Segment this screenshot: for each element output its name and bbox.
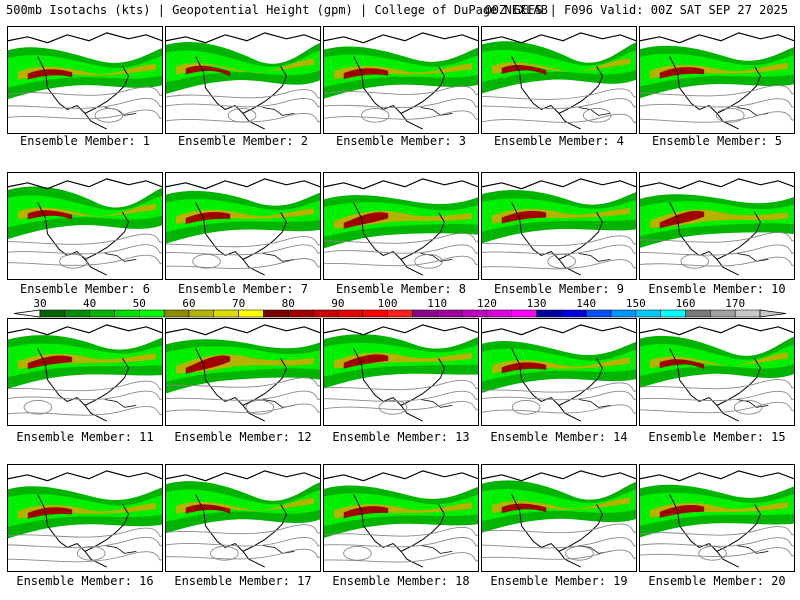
- ensemble-member-label: Ensemble Member: 16: [16, 574, 154, 588]
- colorbar-tick-label: 130: [526, 297, 547, 310]
- ensemble-member-1-map: [7, 26, 163, 134]
- ensemble-member-15-map: [639, 318, 795, 426]
- ensemble-member-8-map: [323, 172, 479, 280]
- ensemble-member-13-map: [323, 318, 479, 426]
- colorbar-tick-label: 50: [132, 297, 146, 310]
- ensemble-member-label: Ensemble Member: 8: [335, 282, 467, 296]
- colorbar-swatch: [39, 309, 66, 318]
- page-header: 500mb Isotachs (kts) | Geopotential Heig…: [6, 3, 796, 19]
- colorbar-swatch: [536, 309, 562, 318]
- colorbar-swatch: [163, 309, 190, 318]
- colorbar-tick-label: 80: [281, 297, 295, 310]
- ensemble-member-label: Ensemble Member: 1: [19, 134, 151, 148]
- colorbar-tick-label: 100: [377, 297, 398, 310]
- ensemble-member-10-map: [639, 172, 795, 280]
- ensemble-member-14-map: [481, 318, 637, 426]
- colorbar-swatch: [312, 309, 339, 318]
- ensemble-member-label: Ensemble Member: 4: [493, 134, 625, 148]
- colorbar-swatch: [238, 309, 264, 318]
- ensemble-member-label: Ensemble Member: 6: [19, 282, 151, 296]
- ensemble-member-label: Ensemble Member: 3: [335, 134, 467, 148]
- colorbar-swatch: [362, 309, 388, 318]
- colorbar-swatch: [710, 309, 736, 318]
- ensemble-member-9-map: [481, 172, 637, 280]
- colorbar-swatch: [139, 309, 165, 318]
- ensemble-member-6-map: [7, 172, 163, 280]
- ensemble-member-2-map: [165, 26, 321, 134]
- colorbar-swatch: [461, 309, 488, 318]
- ensemble-member-label: Ensemble Member: 2: [177, 134, 309, 148]
- ensemble-member-label: Ensemble Member: 15: [648, 430, 786, 444]
- colorbar-swatch: [486, 309, 512, 318]
- ensemble-member-20-map: [639, 464, 795, 572]
- colorbar-swatch: [114, 309, 140, 318]
- colorbar-swatch: [263, 309, 289, 318]
- colorbar-right-arrow: [759, 309, 787, 318]
- ensemble-member-label: Ensemble Member: 17: [174, 574, 312, 588]
- ensemble-member-label: Ensemble Member: 14: [490, 430, 628, 444]
- colorbar-swatch: [685, 309, 711, 318]
- colorbar-tick-label: 40: [83, 297, 97, 310]
- ensemble-member-19-map: [481, 464, 637, 572]
- colorbar-swatch: [610, 309, 637, 318]
- colorbar-swatch: [412, 309, 438, 318]
- colorbar-swatch: [288, 309, 314, 318]
- ensemble-member-label: Ensemble Member: 5: [651, 134, 783, 148]
- colorbar-swatch: [660, 309, 686, 318]
- ensemble-member-12-map: [165, 318, 321, 426]
- colorbar-swatch: [436, 309, 463, 318]
- ensemble-member-7-map: [165, 172, 321, 280]
- colorbar-tick-label: 170: [725, 297, 746, 310]
- ensemble-member-label: Ensemble Member: 7: [177, 282, 309, 296]
- ensemble-member-label: Ensemble Member: 18: [332, 574, 470, 588]
- ensemble-member-label: Ensemble Member: 13: [332, 430, 470, 444]
- colorbar-swatch: [213, 309, 239, 318]
- colorbar-swatch: [585, 309, 612, 318]
- colorbar-swatch: [561, 309, 587, 318]
- header-run-info: 00Z GEFS | F096 Valid: 00Z SAT SEP 27 20…: [484, 3, 788, 17]
- colorbar-left-arrow: [13, 309, 41, 318]
- colorbar-tick-label: 110: [427, 297, 448, 310]
- colorbar-swatch: [635, 309, 661, 318]
- colorbar-tick-label: 160: [675, 297, 696, 310]
- colorbar-swatch: [511, 309, 537, 318]
- colorbar-tick-label: 90: [331, 297, 345, 310]
- colorbar-tick-label: 60: [182, 297, 196, 310]
- colorbar-swatch: [734, 309, 761, 318]
- ensemble-member-4-map: [481, 26, 637, 134]
- colorbar-tick-label: 120: [476, 297, 497, 310]
- colorbar-swatch: [64, 309, 90, 318]
- ensemble-member-17-map: [165, 464, 321, 572]
- ensemble-member-label: Ensemble Member: 20: [648, 574, 786, 588]
- ensemble-member-label: Ensemble Member: 9: [493, 282, 625, 296]
- colorbar-swatch: [188, 309, 215, 318]
- colorbar-tick-label: 30: [33, 297, 47, 310]
- colorbar-swatch: [387, 309, 413, 318]
- ensemble-member-11-map: [7, 318, 163, 426]
- ensemble-member-label: Ensemble Member: 11: [16, 430, 154, 444]
- colorbar-tick-label: 140: [576, 297, 597, 310]
- ensemble-member-16-map: [7, 464, 163, 572]
- ensemble-member-5-map: [639, 26, 795, 134]
- colorbar-swatch: [337, 309, 364, 318]
- isotach-colorbar: [13, 309, 787, 318]
- ensemble-member-label: Ensemble Member: 12: [174, 430, 312, 444]
- ensemble-member-label: Ensemble Member: 19: [490, 574, 628, 588]
- header-title: 500mb Isotachs (kts) | Geopotential Heig…: [6, 3, 548, 17]
- ensemble-member-18-map: [323, 464, 479, 572]
- ensemble-member-3-map: [323, 26, 479, 134]
- colorbar-tick-label: 70: [231, 297, 246, 310]
- colorbar-swatch: [89, 309, 115, 318]
- colorbar-tick-label: 150: [625, 297, 646, 310]
- ensemble-member-label: Ensemble Member: 10: [648, 282, 786, 296]
